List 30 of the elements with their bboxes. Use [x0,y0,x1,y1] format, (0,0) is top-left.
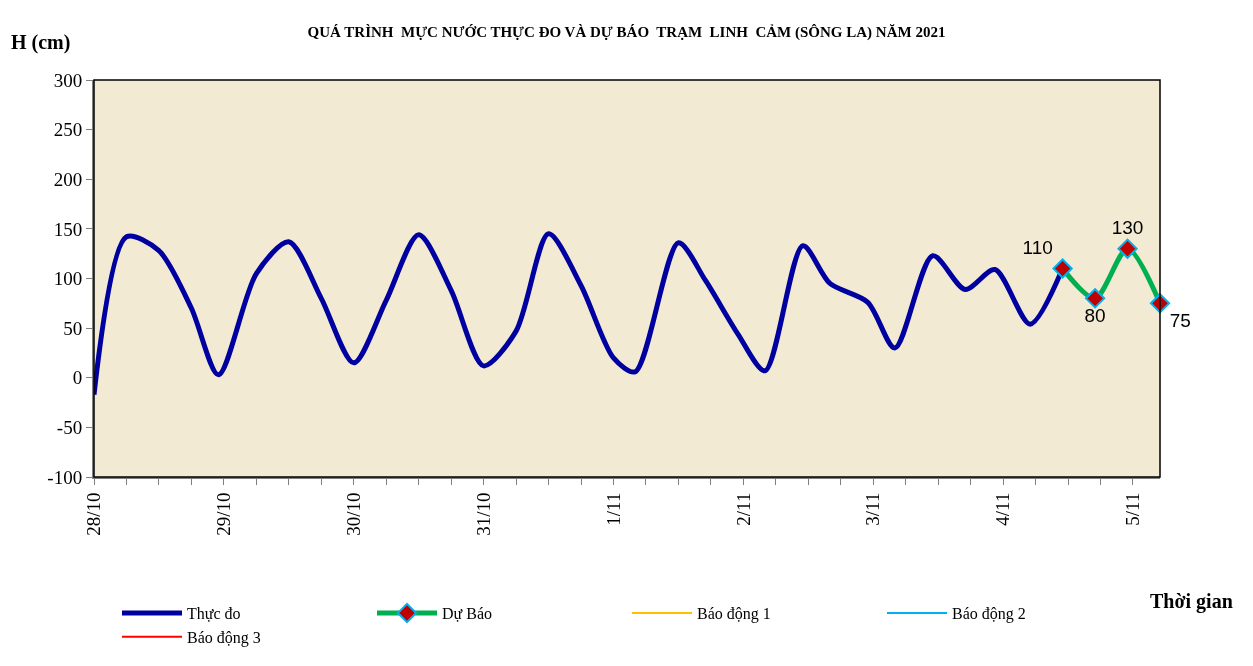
legend-label: Báo động 2 [952,605,1026,624]
chart-title: QUÁ TRÌNH MỰC NƯỚC THỰC ĐO VÀ DỰ BÁO TRẠM LINH CẢM (SÔNG LA) NĂM 2021 [307,24,946,42]
y-axis-title: H (cm) [11,31,71,54]
y-tick-label: 200 [53,168,83,190]
x-tick-label: 31/10 [472,492,494,536]
data-label: 75 [1169,310,1191,332]
legend-label: Báo động 3 [187,629,261,648]
x-tick-label: 4/11 [992,492,1014,526]
data-label: 110 [1022,237,1053,259]
x-axis-title: Thời gian [1150,590,1233,613]
x-tick-label: 2/11 [732,492,754,526]
y-tick-label: 150 [53,218,83,240]
y-tick-label: 300 [53,69,83,91]
y-tick-label: -100 [47,466,83,488]
y-tick-label: 50 [63,317,83,339]
y-tick-label: -50 [56,417,83,439]
legend-label: Thực đo [187,605,241,623]
legend-label: Dự Báo [442,605,492,623]
legend-label: Báo động 1 [697,605,771,624]
x-tick-label: 28/10 [83,492,105,536]
x-tick-label: 30/10 [342,492,364,536]
x-tick-label: 29/10 [213,492,235,536]
data-label: 130 [1111,217,1144,239]
y-tick-label: 250 [53,119,83,141]
y-tick-label: 0 [72,367,83,389]
data-label: 80 [1084,305,1106,327]
x-tick-label: 3/11 [862,492,884,526]
x-tick-label: 5/11 [1122,492,1144,526]
y-tick-label: 100 [53,268,83,290]
x-tick-label: 1/11 [602,492,624,526]
